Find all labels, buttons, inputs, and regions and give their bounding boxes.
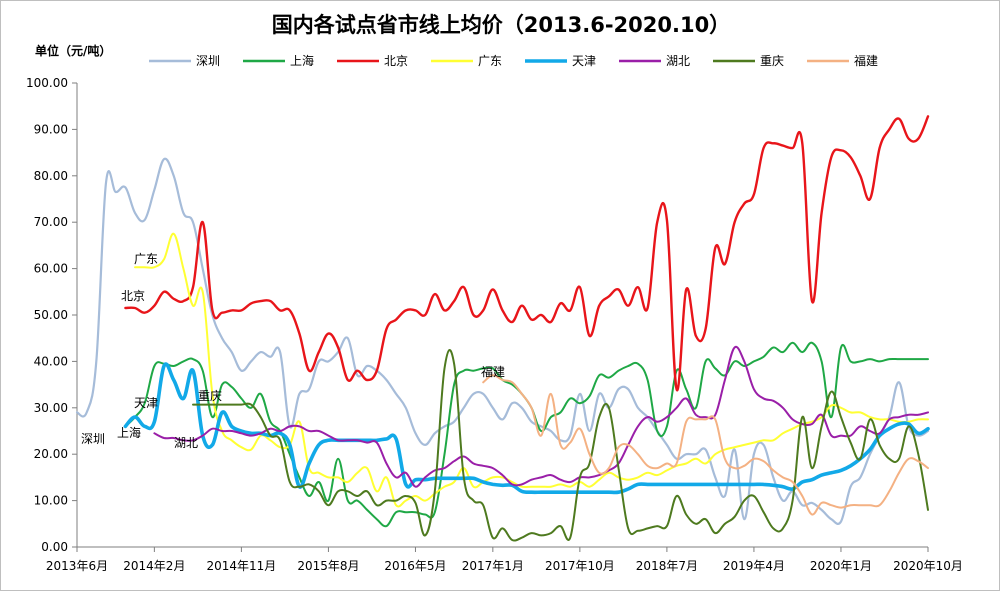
y-tick-label: 70.00 [34, 215, 68, 229]
legend-label: 天津 [572, 54, 596, 68]
y-tick-label: 20.00 [34, 447, 68, 461]
y-axis-unit-label: 单位（元/吨） [35, 43, 111, 58]
y-tick-label: 50.00 [34, 308, 68, 322]
y-axis: 0.00 10.00 20.00 30.00 40.00 50.00 60.00 70.00 8… [26, 76, 78, 554]
series-annotation-label: 上海 [117, 425, 141, 440]
series-line-5 [123, 362, 930, 495]
x-tick-label: 2015年8月 [297, 559, 359, 573]
series-line-1 [75, 157, 930, 525]
legend-label: 上海 [290, 53, 314, 68]
legend-label: 福建 [854, 53, 878, 68]
series-annotation-label: 湖北 [174, 435, 198, 450]
legend-label: 湖北 [666, 53, 690, 68]
y-tick-label: 40.00 [34, 354, 68, 368]
y-tick-label: 100.00 [26, 76, 68, 90]
legend-label: 深圳 [196, 54, 220, 68]
legend-label: 广东 [478, 54, 502, 68]
legend-label: 重庆 [760, 54, 784, 68]
y-tick-label: 80.00 [34, 169, 68, 183]
series-line-8 [482, 374, 929, 516]
x-tick-label: 2020年10月 [893, 559, 963, 573]
y-tick-label: 60.00 [34, 262, 68, 276]
x-tick-label: 2014年11月 [206, 559, 276, 573]
x-tick-label: 2014年2月 [123, 559, 185, 573]
series-annotation-label: 福建 [481, 364, 505, 379]
series-annotation-label: 北京 [121, 289, 145, 303]
series-line-6 [153, 345, 929, 488]
y-tick-label: 0.00 [41, 540, 68, 554]
y-tick-label: 90.00 [34, 122, 68, 136]
legend-label: 北京 [384, 54, 408, 68]
x-tick-label: 2013年6月 [46, 559, 108, 573]
series-line-7 [192, 349, 929, 542]
x-tick-label: 2020年1月 [810, 559, 872, 573]
series-annotation-label: 广东 [134, 252, 158, 266]
series-annotation-label: 天津 [134, 396, 158, 410]
x-tick-label: 2017年1月 [462, 559, 524, 573]
x-tick-label: 2017年10月 [545, 559, 615, 573]
series-annotation-label: 重庆 [198, 389, 222, 403]
legend: 深圳 上海 北京 广东 天津 湖北 重庆 福建 [149, 53, 878, 68]
x-tick-label: 2019年4月 [723, 559, 785, 573]
chart-title: 国内各试点省市线上均价（2013.6-2020.10） [272, 13, 730, 37]
x-axis: 2013年6月 2014年2月 2014年11月 2015年8月 2016年5月 2017… [46, 546, 963, 573]
series-lines [75, 115, 930, 542]
series-annotation-label: 深圳 [81, 432, 105, 446]
x-tick-label: 2018年7月 [636, 559, 698, 573]
series-line-3 [124, 115, 930, 392]
x-tick-label: 2016年5月 [384, 559, 446, 573]
y-tick-label: 30.00 [34, 401, 68, 415]
y-tick-label: 10.00 [34, 494, 68, 508]
